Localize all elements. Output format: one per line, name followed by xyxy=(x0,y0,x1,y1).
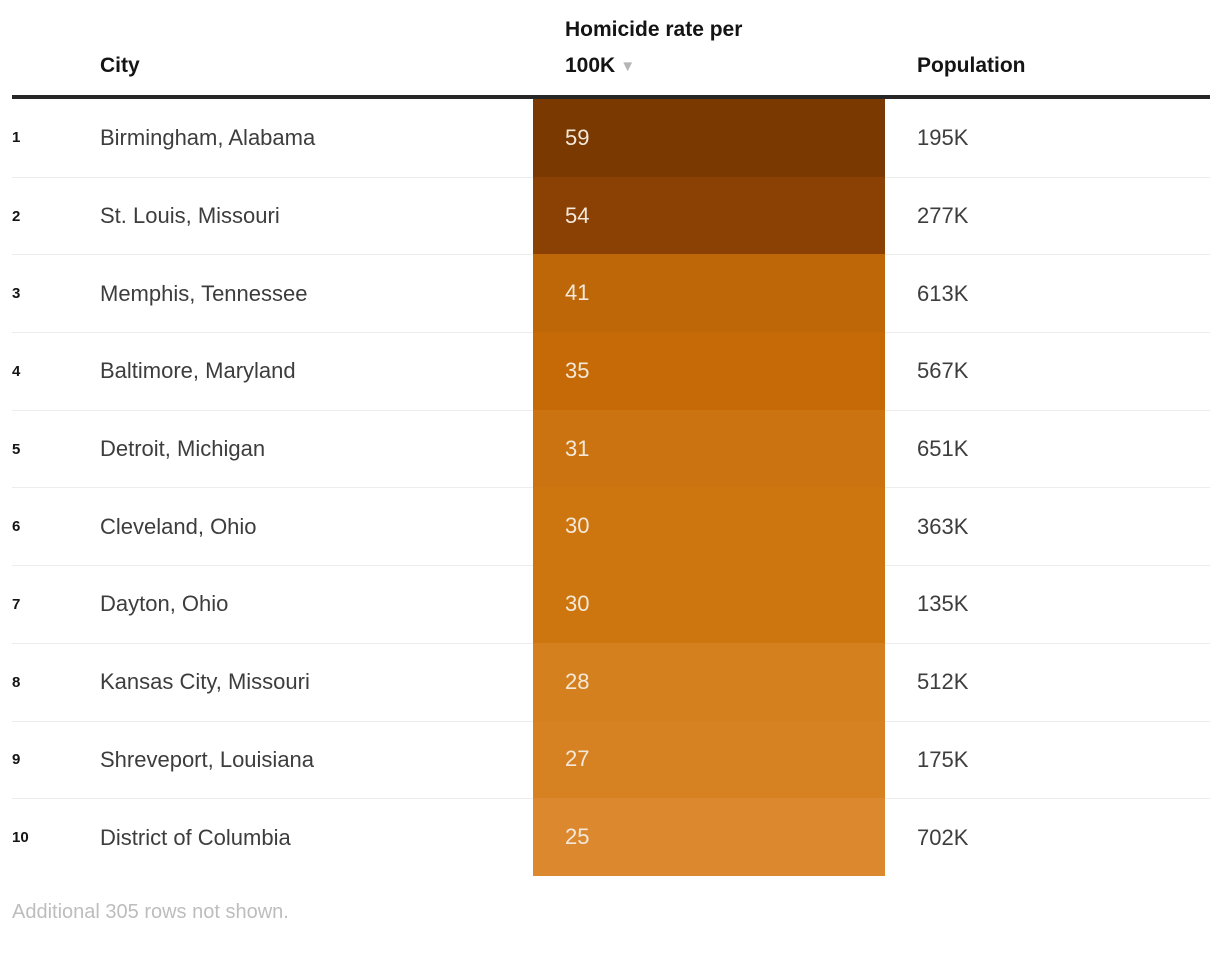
city-cell: Kansas City, Missouri xyxy=(100,642,533,721)
table-row: 1 Birmingham, Alabama 59 195K xyxy=(12,99,1210,177)
homicide-rate-cell: 30 xyxy=(533,487,885,566)
population-cell: 512K xyxy=(885,642,1210,721)
column-header-city[interactable]: City xyxy=(100,54,140,78)
homicide-rate-cell: 41 xyxy=(533,254,885,333)
column-header-rank xyxy=(12,85,100,95)
city-cell: St. Louis, Missouri xyxy=(100,176,533,255)
homicide-rate-cell: 31 xyxy=(533,409,885,488)
rank-cell: 2 xyxy=(12,176,100,255)
homicide-rate-cell: 35 xyxy=(533,332,885,410)
homicide-rate-cell: 59 xyxy=(533,99,885,177)
population-cell: 175K xyxy=(885,720,1210,799)
rank-cell: 10 xyxy=(12,798,100,876)
homicide-rate-cell: 28 xyxy=(533,642,885,721)
population-cell: 277K xyxy=(885,176,1210,255)
table-row: 8 Kansas City, Missouri 28 512K xyxy=(12,642,1210,721)
rank-cell: 4 xyxy=(12,332,100,410)
city-cell: Memphis, Tennessee xyxy=(100,254,533,332)
homicide-rate-cell: 27 xyxy=(533,720,885,799)
homicide-rate-cell: 25 xyxy=(533,798,885,876)
population-cell: 363K xyxy=(885,487,1210,565)
table-row: 5 Detroit, Michigan 31 651K xyxy=(12,409,1210,488)
rank-cell: 8 xyxy=(12,642,100,721)
rows-not-shown-note: Additional 305 rows not shown. xyxy=(12,900,289,923)
table-row: 3 Memphis, Tennessee 41 613K xyxy=(12,254,1210,333)
city-cell: Dayton, Ohio xyxy=(100,565,533,643)
population-cell: 195K xyxy=(917,124,969,150)
homicide-rate-cell: 30 xyxy=(533,565,885,643)
table-header-row: City Homicide rate per 100K ▼ Population xyxy=(12,0,1210,99)
table-body: 1 Birmingham, Alabama 59 195K 2 St. Loui… xyxy=(12,99,1210,876)
city-cell: Detroit, Michigan xyxy=(100,409,533,488)
city-cell: Cleveland, Ohio xyxy=(100,487,533,565)
homicide-rate-cell: 54 xyxy=(533,176,885,255)
population-cell: 651K xyxy=(885,409,1210,488)
city-cell: District of Columbia xyxy=(100,798,533,876)
rank-cell: 7 xyxy=(12,565,100,643)
rank-cell: 9 xyxy=(12,720,100,799)
table-row: 6 Cleveland, Ohio 30 363K xyxy=(12,487,1210,566)
rank-cell: 1 xyxy=(12,129,21,147)
table-row: 4 Baltimore, Maryland 35 567K xyxy=(12,332,1210,410)
table-row: 10 District of Columbia 25 702K xyxy=(12,798,1210,876)
city-homicide-rate-table: City Homicide rate per 100K ▼ Population … xyxy=(12,0,1210,924)
table-row: 2 St. Louis, Missouri 54 277K xyxy=(12,176,1210,255)
column-header-population[interactable]: Population xyxy=(917,54,1026,78)
population-cell: 135K xyxy=(885,565,1210,643)
population-cell: 702K xyxy=(885,798,1210,876)
sort-descending-icon[interactable]: ▼ xyxy=(620,58,636,76)
rank-cell: 5 xyxy=(12,409,100,488)
column-header-homicide-rate[interactable]: Homicide rate per 100K ▼ xyxy=(533,12,885,96)
homicide-rate-header-label-wrap: Homicide rate per 100K ▼ xyxy=(565,12,777,86)
population-cell: 613K xyxy=(885,254,1210,332)
rank-cell: 6 xyxy=(12,487,100,565)
table-row: 7 Dayton, Ohio 30 135K xyxy=(12,565,1210,643)
city-cell: Baltimore, Maryland xyxy=(100,332,533,410)
homicide-rate-header-label: Homicide rate per 100K xyxy=(565,17,743,78)
city-cell: Shreveport, Louisiana xyxy=(100,720,533,799)
rank-cell: 3 xyxy=(12,254,100,332)
table-row: 9 Shreveport, Louisiana 27 175K xyxy=(12,720,1210,799)
population-cell: 567K xyxy=(885,332,1210,410)
city-cell: Birmingham, Alabama xyxy=(100,124,316,150)
